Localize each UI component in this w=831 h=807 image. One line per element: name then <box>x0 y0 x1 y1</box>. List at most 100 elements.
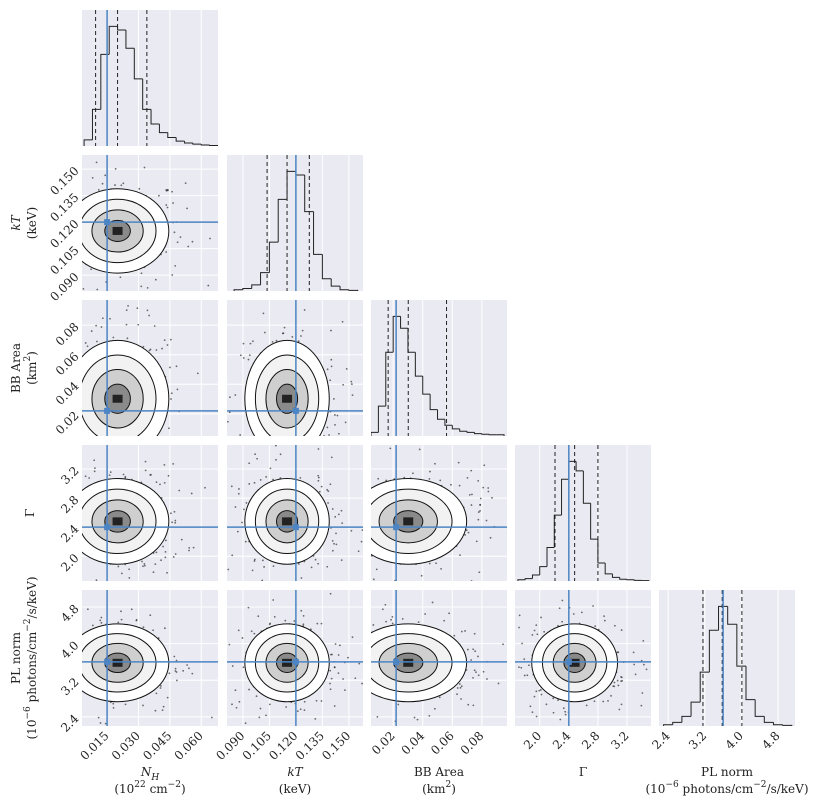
sample-point <box>457 461 460 464</box>
histogram-step <box>437 409 445 420</box>
sample-point <box>300 335 302 337</box>
x-tick-label: 0.015 <box>78 729 112 763</box>
sample-point <box>369 541 371 543</box>
histogram-step <box>142 78 152 110</box>
sample-point <box>239 434 242 436</box>
sample-point <box>43 435 45 437</box>
sample-point <box>218 443 220 445</box>
x-tick-label: 2.4 <box>550 728 574 752</box>
density-core <box>403 658 414 667</box>
sample-point <box>543 630 546 633</box>
sample-point <box>248 462 251 465</box>
sample-point <box>531 634 534 636</box>
histogram-step <box>184 141 193 144</box>
sample-point <box>472 648 475 651</box>
sample-point <box>435 562 437 565</box>
panel <box>515 445 651 581</box>
sample-point <box>428 478 431 480</box>
sample-point <box>42 556 44 558</box>
sample-point <box>545 703 548 706</box>
histogram-step <box>175 137 185 142</box>
sample-point <box>253 558 256 561</box>
label-part: kT <box>287 765 303 779</box>
sample-point <box>155 692 158 695</box>
sample-point <box>122 473 125 476</box>
sample-point <box>170 512 172 515</box>
sample-point <box>428 714 431 717</box>
sample-point <box>477 674 480 677</box>
sample-point <box>263 331 266 334</box>
sample-point <box>467 703 470 706</box>
sample-point <box>52 509 54 511</box>
sample-point <box>154 278 157 281</box>
sample-point <box>302 614 305 617</box>
sample-point <box>366 494 368 496</box>
histogram-step <box>481 433 490 435</box>
sample-point <box>502 643 504 646</box>
sample-point <box>227 568 230 571</box>
panel-content <box>54 590 218 726</box>
sample-point <box>58 647 60 649</box>
sample-point <box>152 629 155 632</box>
sample-point <box>351 394 354 397</box>
histogram-step <box>699 671 710 703</box>
sample-point <box>296 710 299 713</box>
sample-point <box>164 539 167 542</box>
sample-point <box>594 625 597 628</box>
sample-point <box>108 443 110 445</box>
histogram-step <box>385 351 394 407</box>
sample-point <box>330 358 333 361</box>
axis-label: PL norm <box>701 765 754 779</box>
sample-point <box>17 509 19 511</box>
x-tick-label: 0.135 <box>293 729 327 763</box>
sample-point <box>320 622 323 625</box>
sample-point <box>518 626 520 629</box>
sample-point <box>331 539 334 542</box>
sample-point <box>640 704 643 707</box>
sample-point <box>333 705 336 707</box>
sample-point <box>460 698 462 700</box>
x-tick-label: 3.2 <box>686 729 709 752</box>
sample-point <box>184 182 187 185</box>
sample-point <box>53 487 55 489</box>
sample-point <box>82 505 83 507</box>
sample-point <box>62 643 64 645</box>
sample-point <box>293 620 296 622</box>
panel <box>659 590 795 726</box>
sample-point <box>101 182 104 185</box>
sample-point <box>141 560 143 563</box>
sample-point <box>477 518 480 521</box>
label-part: 22 <box>134 780 145 790</box>
sample-point <box>552 697 555 700</box>
label-part: (km <box>422 782 446 796</box>
sample-point <box>253 481 256 484</box>
sample-point <box>165 251 168 253</box>
sample-point <box>487 487 490 489</box>
sample-point <box>317 448 320 450</box>
sample-point <box>54 653 56 655</box>
histogram-step <box>150 109 160 125</box>
histogram-step <box>488 434 497 436</box>
axis-label: kT <box>287 765 303 779</box>
sample-point <box>138 187 141 190</box>
sample-point <box>456 687 459 689</box>
sample-point <box>90 268 93 271</box>
sample-point <box>364 532 366 534</box>
sample-point <box>120 572 123 575</box>
histogram-step <box>546 546 555 567</box>
sample-point <box>470 469 473 472</box>
sample-point <box>175 659 178 662</box>
truth-point <box>292 407 299 414</box>
histogram-step <box>209 145 218 146</box>
sample-point <box>159 685 162 687</box>
sample-point <box>342 678 344 680</box>
sample-point <box>620 676 623 679</box>
histogram-step <box>330 278 341 287</box>
sample-point <box>153 325 156 327</box>
sample-point <box>539 688 542 691</box>
label-part: BB Area <box>9 343 23 393</box>
sample-point <box>79 235 81 237</box>
sample-point <box>52 522 54 524</box>
sample-point <box>192 546 195 549</box>
sample-point <box>620 629 623 631</box>
